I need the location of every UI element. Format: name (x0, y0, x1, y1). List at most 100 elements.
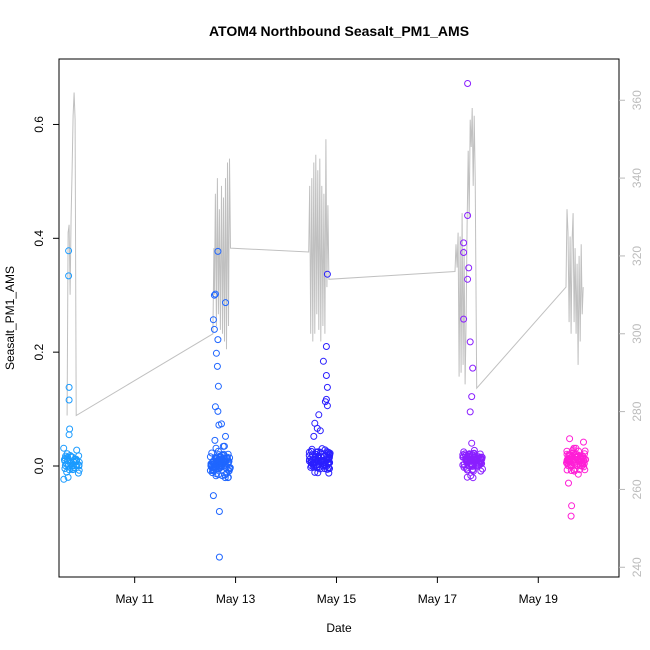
data-point (478, 455, 486, 463)
data-point (212, 470, 220, 478)
chart-title: ATOM4 Northbound Seasalt_PM1_AMS (209, 23, 469, 39)
data-point (209, 316, 217, 324)
data-point (65, 396, 73, 404)
plot-frame (58, 58, 620, 578)
data-point (314, 452, 322, 460)
data-point (567, 467, 575, 474)
data-point (60, 456, 68, 464)
data-point (222, 299, 229, 307)
data-point (464, 275, 472, 283)
series-5 (563, 435, 590, 520)
series-1 (60, 247, 83, 483)
x-axis-label: Date (326, 621, 352, 635)
data-point (570, 449, 577, 457)
data-point (310, 463, 318, 471)
data-point (581, 447, 589, 455)
data-point (65, 247, 73, 255)
y-axis: 0.0 0.2 0.4 0.6 (32, 116, 59, 474)
data-point (214, 407, 222, 415)
data-point (324, 449, 332, 456)
data-point (463, 466, 471, 474)
data-point (218, 420, 225, 428)
data-point (466, 462, 473, 470)
data-point (317, 453, 325, 461)
data-point (214, 247, 222, 255)
y2-tick-label: 280 (630, 401, 644, 421)
x-tick-label: May 17 (418, 592, 458, 606)
data-point (579, 460, 587, 468)
data-point (325, 469, 333, 477)
data-point (209, 492, 217, 500)
series-3 (305, 270, 334, 477)
data-point (318, 458, 326, 465)
data-point (309, 459, 317, 467)
data-point (65, 272, 73, 280)
data-point (468, 439, 476, 447)
data-point (310, 432, 318, 440)
data-point (213, 455, 221, 462)
data-point (210, 291, 218, 299)
data-point (214, 382, 222, 390)
data-point (470, 446, 478, 454)
data-point (65, 383, 73, 391)
data-point (466, 338, 474, 346)
data-point (323, 270, 331, 278)
data-point (319, 357, 327, 365)
data-point (573, 454, 581, 461)
data-point (67, 461, 75, 469)
x-tick-label: May 13 (216, 592, 256, 606)
data-point (64, 473, 72, 481)
data-point (208, 449, 216, 457)
data-point (316, 465, 324, 473)
data-point (322, 456, 330, 463)
data-point (567, 512, 575, 520)
secondary-series-line (66, 92, 584, 417)
data-point (210, 325, 218, 333)
data-point (565, 451, 573, 459)
data-point (222, 432, 229, 440)
x-tick-label: May 19 (519, 592, 559, 606)
data-point (211, 290, 219, 298)
data-point (322, 372, 330, 379)
data-point (563, 466, 571, 474)
y2-tick-label: 300 (630, 323, 644, 343)
x-tick-label: May 11 (115, 592, 154, 606)
data-point (465, 264, 473, 272)
data-point (321, 398, 329, 406)
data-point (476, 461, 484, 469)
y2-tick-label: 240 (630, 557, 644, 577)
data-point (466, 408, 474, 416)
data-point (72, 461, 80, 469)
y-axis-label: Seasalt_PM1_AMS (3, 266, 17, 370)
secondary-y-axis: 240 260 280 300 320 340 360 (619, 90, 644, 577)
data-point (213, 362, 221, 370)
data-point (468, 393, 476, 401)
data-point (460, 249, 468, 256)
data-point (323, 402, 331, 410)
data-point (224, 474, 232, 482)
data-point (476, 450, 484, 458)
y2-tick-label: 260 (630, 479, 644, 499)
data-point (218, 451, 226, 459)
data-point (577, 452, 585, 460)
data-point (60, 444, 68, 452)
data-point (305, 448, 313, 456)
data-point (65, 431, 73, 439)
data-point (73, 446, 81, 454)
data-point (568, 502, 576, 510)
data-point (215, 553, 223, 561)
data-point (581, 466, 589, 474)
data-point (571, 465, 579, 473)
data-point (207, 462, 215, 470)
y2-tick-label: 340 (630, 168, 644, 188)
data-point (468, 451, 476, 459)
y-tick-label: 0.4 (32, 230, 46, 247)
data-point (219, 442, 227, 450)
data-point (222, 464, 230, 472)
data-point (322, 343, 330, 350)
data-point (580, 438, 587, 446)
data-point (215, 508, 223, 515)
data-point (218, 460, 226, 468)
data-point (470, 450, 477, 457)
